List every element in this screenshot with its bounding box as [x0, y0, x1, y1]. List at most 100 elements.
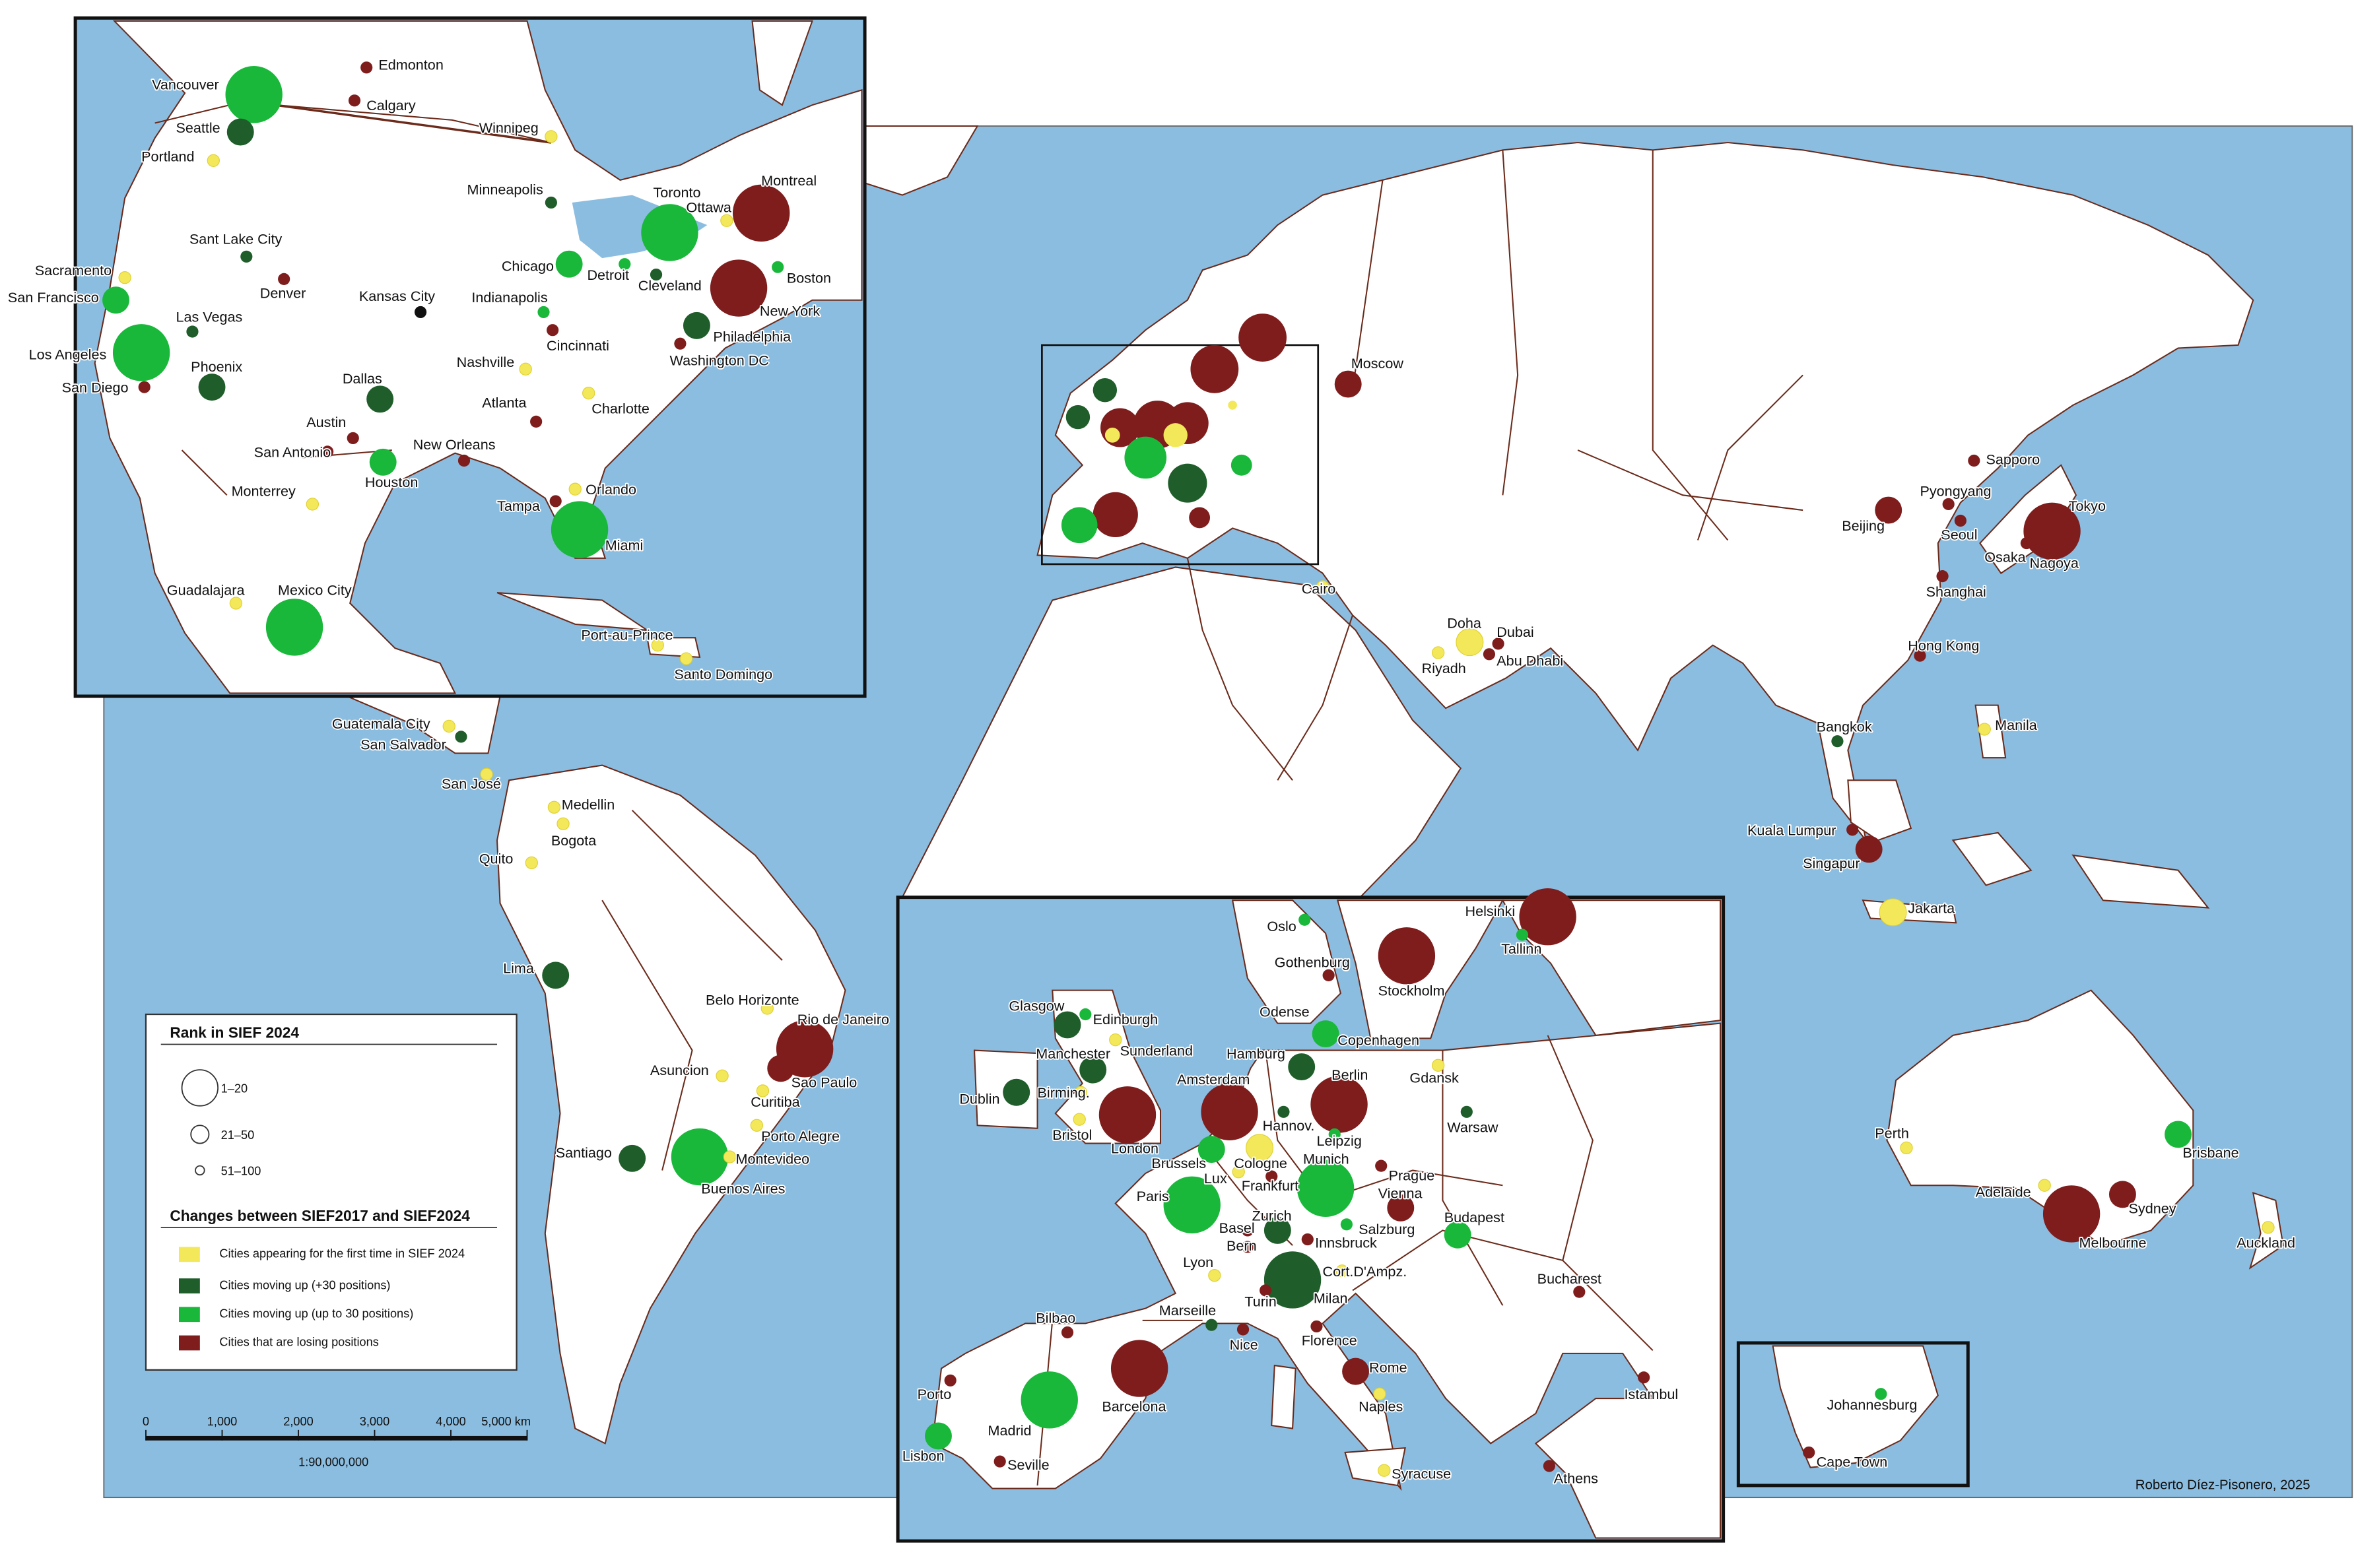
- city-marker: [1875, 1388, 1887, 1400]
- city-label: Cairo: [1302, 580, 1336, 597]
- city-label: Bilbao: [1036, 1309, 1075, 1326]
- city-marker: [772, 261, 784, 273]
- city-label: Edinburgh: [1093, 1011, 1158, 1028]
- city-label: Athens: [1554, 1470, 1598, 1487]
- city-label: Manchester: [1036, 1045, 1110, 1062]
- city-label: Innsbruck: [1315, 1235, 1377, 1251]
- city-marker: [198, 374, 226, 401]
- city-marker: [551, 501, 609, 558]
- city-label: Naples: [1359, 1398, 1403, 1414]
- city-label: Bucharest: [1537, 1270, 1601, 1287]
- city-label: Brisbane: [2182, 1144, 2238, 1161]
- city-label: Nice: [1230, 1336, 1258, 1353]
- city-marker: [347, 432, 359, 445]
- legend-title: Rank in SIEF 2024: [170, 1024, 299, 1041]
- city-label: Brussels: [1151, 1155, 1206, 1171]
- city-marker: [1378, 1464, 1391, 1477]
- city-marker: [1246, 1134, 1274, 1162]
- city-marker: [1914, 649, 1926, 662]
- city-label: Quito: [479, 851, 514, 867]
- city-label: Milan: [1314, 1290, 1348, 1307]
- legend-label: 51–100: [221, 1165, 261, 1178]
- city-marker: [207, 154, 220, 167]
- city-label: Sant Lake City: [189, 230, 283, 247]
- city-label: Bogota: [551, 832, 597, 849]
- city-marker: [1375, 1160, 1388, 1172]
- city-marker: [683, 311, 710, 339]
- city-label: Nagoya: [2029, 555, 2079, 572]
- city-marker: [1831, 735, 1844, 748]
- city-marker: [710, 259, 768, 317]
- city-label: Kansas City: [359, 288, 435, 304]
- city-label: Riyadh: [1422, 660, 1466, 676]
- legend-label: 21–50: [221, 1128, 255, 1142]
- city-marker: [1431, 1059, 1445, 1072]
- world-land: [347, 125, 2284, 1445]
- europe-locator-box: [1041, 344, 1320, 566]
- city-label: Salzburg: [1359, 1221, 1415, 1237]
- city-label: Melbourne: [2079, 1235, 2146, 1251]
- city-marker: [321, 445, 334, 458]
- legend-swatch: [179, 1335, 200, 1351]
- city-marker: [1342, 1357, 1370, 1385]
- city-label: Paris: [1137, 1188, 1169, 1204]
- city-label: Port-au-Prince: [581, 627, 673, 643]
- city-label: Winnipeg: [479, 119, 539, 136]
- city-label: London: [1111, 1140, 1159, 1156]
- city-marker: [480, 768, 493, 781]
- city-label: Atlanta: [482, 394, 527, 410]
- city-label: Auckland: [2236, 1235, 2295, 1251]
- city-label: Birming.: [1038, 1084, 1090, 1101]
- city-label: Prague: [1389, 1167, 1435, 1183]
- city-label: Lux: [1204, 1170, 1227, 1187]
- city-label: San Antonio: [254, 443, 331, 460]
- city-marker: [455, 731, 467, 743]
- city-label: Sunderland: [1120, 1043, 1193, 1059]
- city-label: Porto: [918, 1386, 952, 1402]
- city-marker: [1110, 1340, 1168, 1397]
- city-marker: [118, 271, 131, 284]
- city-marker: [993, 1455, 1006, 1468]
- city-label: Seoul: [1941, 526, 1977, 542]
- city-marker: [1900, 1141, 1913, 1155]
- city-label: Toronto: [653, 184, 700, 201]
- city-label: Bristol: [1052, 1127, 1092, 1143]
- city-marker: [1875, 496, 1902, 524]
- city-marker: [414, 306, 427, 319]
- city-label: Asuncion: [650, 1062, 709, 1078]
- city-label: Vancouver: [152, 76, 219, 92]
- city-marker: [716, 1069, 729, 1082]
- city-marker: [530, 415, 543, 428]
- city-marker: [360, 61, 373, 74]
- city-label: Miami: [605, 537, 644, 553]
- city-labels: Edmonton Calgary Vancouver Seattle Portland W…: [7, 55, 2297, 1487]
- city-label: Bern: [1227, 1237, 1257, 1254]
- city-marker: [1079, 1008, 1092, 1021]
- city-label: Boston: [787, 270, 831, 286]
- city-label: Rio de Janeiro: [797, 1011, 889, 1028]
- city-label: Belo Horizonte: [706, 991, 799, 1008]
- city-label: Washington DC: [669, 352, 768, 369]
- city-marker: [1373, 1387, 1386, 1400]
- legend-swatch: [179, 1307, 200, 1323]
- city-marker: [1334, 370, 1362, 398]
- city-label: Budapest: [1444, 1209, 1504, 1225]
- city-label: New York: [760, 303, 820, 319]
- city-marker: [1316, 580, 1329, 593]
- legend-label: Cities moving up (up to 30 positions): [219, 1307, 413, 1321]
- city-marker: [619, 258, 631, 271]
- city-marker: [537, 306, 550, 319]
- city-marker: [641, 204, 698, 261]
- city-marker: [1543, 1460, 1555, 1472]
- city-marker: [1236, 1323, 1250, 1336]
- city-marker: [1322, 969, 1335, 981]
- city-label: Medellin: [562, 797, 615, 813]
- city-marker: [369, 448, 397, 476]
- city-marker: [240, 250, 253, 263]
- city-marker: [1978, 723, 1991, 736]
- city-marker: [2031, 540, 2043, 552]
- city-label: Seattle: [176, 119, 220, 136]
- city-marker: [1328, 1128, 1341, 1140]
- city-marker: [1003, 1078, 1030, 1106]
